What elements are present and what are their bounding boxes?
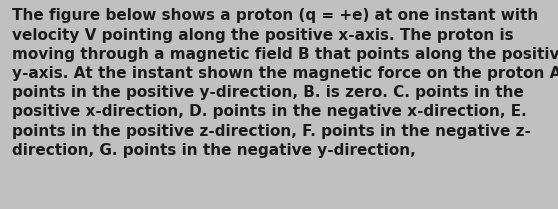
- Text: The figure below shows a proton (q = +e) at one instant with
velocity V pointing: The figure below shows a proton (q = +e)…: [12, 8, 558, 158]
